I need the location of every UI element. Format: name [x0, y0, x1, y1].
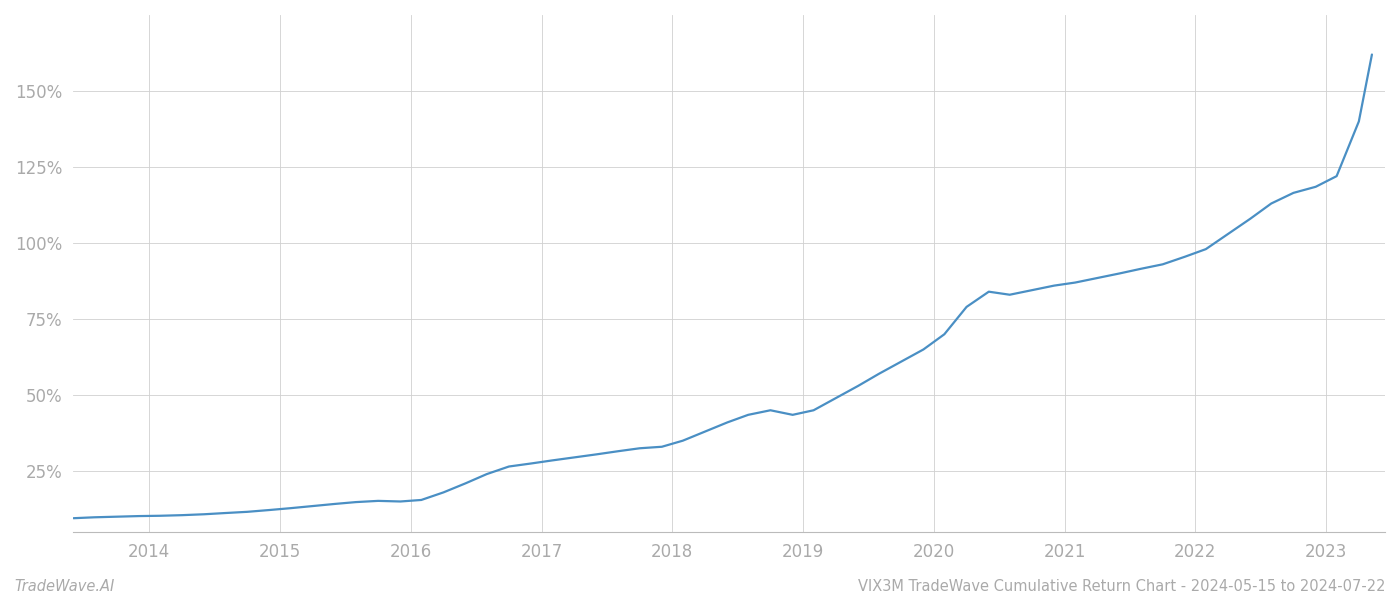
Text: VIX3M TradeWave Cumulative Return Chart - 2024-05-15 to 2024-07-22: VIX3M TradeWave Cumulative Return Chart … [858, 579, 1386, 594]
Text: TradeWave.AI: TradeWave.AI [14, 579, 115, 594]
